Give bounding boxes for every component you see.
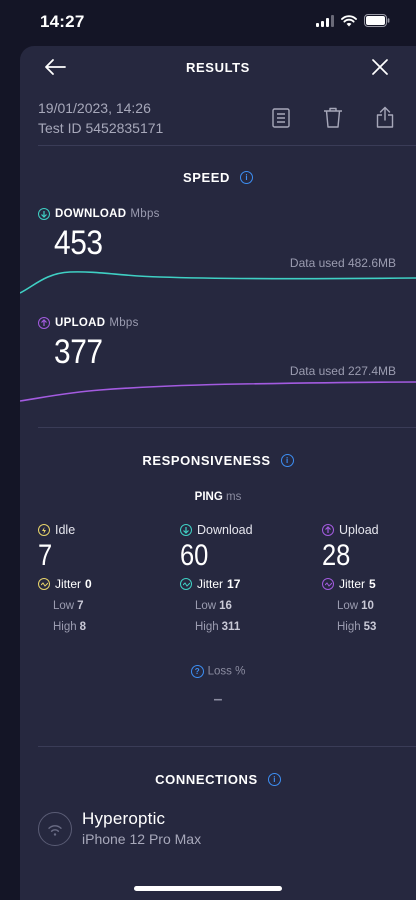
upload-jitter-label: Jitter: [339, 577, 366, 591]
download-arrow-icon: [38, 208, 50, 220]
responsiveness-info-icon[interactable]: i: [280, 454, 294, 468]
upload-unit: Mbps: [109, 317, 139, 329]
back-arrow-icon[interactable]: [44, 58, 66, 76]
jitter-icon: [38, 578, 50, 590]
status-time: 14:27: [40, 12, 85, 31]
test-id: Test ID 5452835171: [38, 120, 164, 136]
download-speed-graph: [20, 271, 416, 294]
download-ping-label: Download: [197, 523, 253, 537]
battery-icon: [364, 14, 390, 27]
upload-speed-graph: [20, 381, 416, 402]
upload-arrow-icon: [38, 317, 50, 329]
loss-info-icon[interactable]: ?: [190, 665, 204, 678]
idle-label: Idle: [55, 523, 76, 537]
download-label-row: DOWNLOAD Mbps: [38, 208, 160, 220]
test-datetime: 19/01/2023, 14:26: [38, 100, 151, 116]
jitter-icon: [180, 578, 192, 590]
download-label: DOWNLOAD: [55, 208, 127, 220]
download-unit: Mbps: [130, 208, 160, 220]
download-high-label: High: [195, 621, 219, 633]
idle-high-value: 8: [79, 621, 87, 633]
connections-info-icon[interactable]: i: [267, 773, 281, 787]
speed-section-header: SPEED i: [20, 169, 416, 187]
divider: [38, 746, 416, 747]
upload-speed-value: 377: [54, 333, 103, 371]
upload-high-label: High: [337, 621, 361, 633]
upload-ping-label: Upload: [339, 523, 379, 537]
close-icon[interactable]: [372, 59, 388, 75]
download-ping-icon: [180, 524, 192, 536]
connection-wifi-icon: [38, 812, 72, 846]
upload-data-used: Data used 227.4MB: [289, 364, 396, 378]
idle-icon: [38, 524, 50, 536]
upload-ping-value: 28: [322, 539, 351, 572]
ping-label: PING: [194, 491, 223, 503]
idle-jitter-label: Jitter: [55, 577, 82, 591]
download-jitter-label: Jitter: [197, 577, 224, 591]
home-indicator: [134, 886, 282, 891]
idle-jitter-value: 0: [85, 577, 92, 591]
jitter-icon: [322, 578, 334, 590]
upload-label: UPLOAD: [55, 317, 106, 329]
download-high-value: 311: [221, 621, 241, 633]
connections-section-header: CONNECTIONS i: [20, 771, 416, 789]
responsiveness-section-header: RESPONSIVENESS i: [20, 452, 416, 470]
idle-low-value: 7: [77, 600, 84, 612]
connection-device: iPhone 12 Pro Max: [82, 831, 202, 847]
upload-low-value: 10: [361, 600, 374, 612]
connections-title: CONNECTIONS: [155, 772, 258, 787]
cellular-signal-icon: [316, 14, 334, 27]
upload-ping-icon: [322, 524, 334, 536]
results-sheet: RESULTS 19/01/2023, 14:26 Test ID 545283…: [20, 46, 416, 900]
ping-idle-column: Idle 7 Jitter 0 Low 7 High 8: [38, 523, 92, 633]
ping-unit: ms: [225, 491, 242, 503]
download-speed-value: 453: [54, 224, 103, 262]
idle-high-label: High: [53, 621, 77, 633]
download-low-label: Low: [195, 600, 217, 612]
upload-high-value: 53: [363, 621, 377, 633]
page-title: RESULTS: [186, 60, 250, 75]
share-icon[interactable]: [376, 106, 394, 128]
connection-provider: Hyperoptic: [82, 809, 166, 828]
loss-row: ? Loss %: [20, 665, 416, 678]
ping-header: PING ms: [20, 491, 416, 503]
upload-low-label: Low: [337, 600, 359, 612]
report-icon[interactable]: [272, 108, 290, 128]
responsiveness-title: RESPONSIVENESS: [142, 453, 271, 468]
download-low-value: 16: [219, 600, 232, 612]
wifi-icon: [341, 14, 357, 26]
download-ping-value: 60: [180, 539, 209, 572]
divider: [38, 427, 416, 428]
speed-info-icon[interactable]: i: [240, 171, 254, 185]
trash-icon[interactable]: [323, 107, 343, 128]
divider: [38, 145, 416, 146]
loss-label: Loss %: [207, 665, 246, 678]
speed-title: SPEED: [182, 170, 231, 185]
ping-upload-column: Upload 28 Jitter 5 Low 10 High 53: [322, 523, 379, 633]
download-data-used: Data used 482.6MB: [289, 256, 396, 270]
idle-low-label: Low: [53, 600, 75, 612]
status-icons: [316, 14, 390, 27]
loss-value: –: [213, 691, 223, 708]
ping-download-column: Download 60 Jitter 17 Low 16 High 311: [180, 523, 253, 633]
download-jitter-value: 17: [227, 577, 241, 591]
upload-jitter-value: 5: [369, 577, 376, 591]
idle-ping-value: 7: [38, 539, 53, 572]
upload-label-row: UPLOAD Mbps: [38, 317, 139, 329]
status-bar: 14:27: [0, 0, 416, 46]
